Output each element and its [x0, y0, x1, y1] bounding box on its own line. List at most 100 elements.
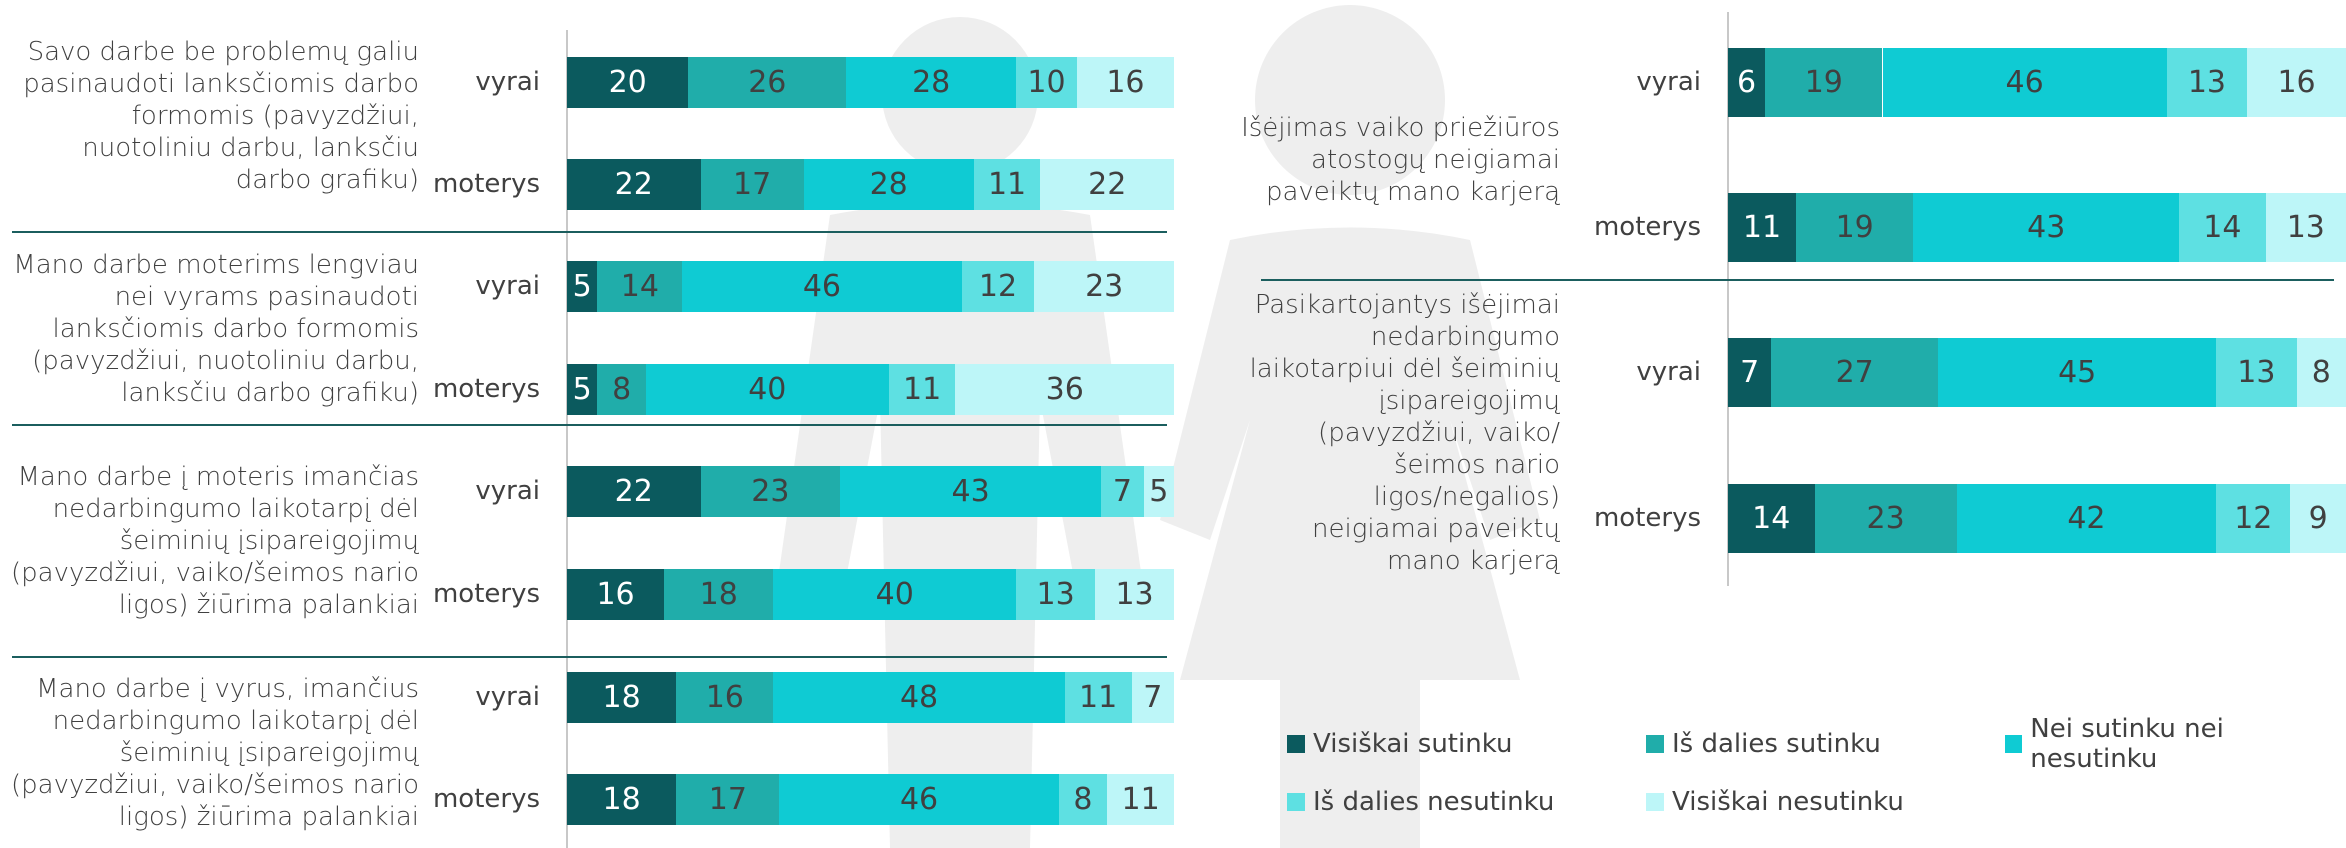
group-label: Savo darbe be problemų galiu pasinaudoti… [9, 0, 419, 232]
page: {"chart_data": [ {"type": "bar", "xlim":… [0, 0, 2346, 848]
bar-segment: 20 [567, 57, 688, 108]
value-label: 11 [1079, 680, 1117, 715]
legend-swatch [1287, 735, 1305, 753]
legend-swatch [1287, 793, 1305, 811]
bar-segment: 16 [1077, 57, 1174, 108]
axis-line [566, 30, 568, 848]
bar-segment: 13 [1095, 569, 1174, 620]
bar-segment: 22 [567, 466, 701, 517]
bar-segment: 22 [567, 159, 701, 210]
value-label: 46 [803, 269, 841, 304]
category-label: vyrai [380, 271, 540, 301]
legend-item: Iš dalies nesutinku [1287, 786, 1554, 818]
bar-segment: 16 [567, 569, 664, 620]
chart-area: Savo darbe be problemų galiu pasinaudoti… [0, 0, 2346, 848]
bar-segment: 5 [1144, 466, 1174, 517]
value-label: 5 [573, 372, 592, 407]
bar-segment: 43 [840, 466, 1101, 517]
bar-segment: 16 [676, 672, 773, 723]
bar-segment: 46 [779, 774, 1058, 825]
category-label: moterys [380, 374, 540, 404]
bar-segment: 14 [1728, 484, 1815, 553]
value-label: 28 [912, 65, 950, 100]
bar-segment: 42 [1957, 484, 2217, 553]
bar-segment: 18 [567, 774, 676, 825]
bar-segment: 12 [2216, 484, 2290, 553]
value-label: 27 [1836, 355, 1874, 390]
bar-segment: 18 [567, 672, 676, 723]
group-label: Mano darbe į vyrus, imančius nedarbingum… [9, 657, 419, 848]
bar-segment: 13 [1016, 569, 1095, 620]
value-label: 14 [2203, 210, 2241, 245]
value-label: 13 [2188, 65, 2226, 100]
value-label: 8 [612, 372, 631, 407]
value-label: 7 [1113, 474, 1132, 509]
bar-segment: 17 [701, 159, 804, 210]
bar-segment: 13 [2216, 338, 2296, 407]
bar-segment: 46 [682, 261, 961, 312]
legend-label: Iš dalies sutinku [1672, 729, 1881, 759]
bar-segment: 28 [804, 159, 974, 210]
bar-segment: 27 [1771, 338, 1938, 407]
value-label: 43 [952, 474, 990, 509]
value-label: 6 [1737, 65, 1756, 100]
value-label: 45 [2058, 355, 2096, 390]
value-label: 43 [2027, 210, 2065, 245]
value-label: 36 [1046, 372, 1084, 407]
value-label: 11 [988, 167, 1026, 202]
bar-segment: 11 [889, 364, 956, 415]
group-label: Išėjimas vaiko priežiūros atostogų neigi… [1240, 40, 1560, 280]
bar-segment: 10 [1016, 57, 1077, 108]
value-label: 18 [603, 680, 641, 715]
bar-segment: 5 [567, 261, 597, 312]
legend-item: Iš dalies sutinku [1646, 728, 1881, 760]
bar-segment: 23 [701, 466, 841, 517]
value-label: 20 [609, 65, 647, 100]
value-label: 12 [2234, 501, 2272, 536]
value-label: 40 [876, 577, 914, 612]
bar-segment: 8 [2297, 338, 2346, 407]
category-label: moterys [1541, 212, 1701, 242]
legend-swatch [1646, 793, 1664, 811]
legend-swatch [1646, 735, 1664, 753]
legend-label: Iš dalies nesutinku [1313, 787, 1554, 817]
legend-swatch [2005, 735, 2022, 753]
value-label: 18 [603, 782, 641, 817]
value-label: 9 [2309, 501, 2328, 536]
bar-segment: 8 [1059, 774, 1108, 825]
bar-segment: 46 [1883, 48, 2167, 117]
bar-segment: 19 [1796, 193, 1913, 262]
value-label: 13 [2237, 355, 2275, 390]
value-label: 16 [2277, 65, 2315, 100]
category-label: moterys [1541, 503, 1701, 533]
bar-segment: 6 [1728, 48, 1765, 117]
category-label: vyrai [1541, 357, 1701, 387]
value-label: 22 [615, 474, 653, 509]
legend-label: Visiškai nesutinku [1672, 787, 1904, 817]
bar-segment: 12 [962, 261, 1035, 312]
category-label: vyrai [1541, 67, 1701, 97]
value-label: 16 [596, 577, 634, 612]
value-label: 22 [1088, 167, 1126, 202]
category-label: moterys [380, 579, 540, 609]
value-label: 8 [1073, 782, 1092, 817]
legend-item: Nei sutinku nei nesutinku [2005, 728, 2346, 760]
bar-segment: 9 [2290, 484, 2346, 553]
bar-segment: 36 [955, 364, 1174, 415]
value-label: 18 [700, 577, 738, 612]
bar-segment: 48 [773, 672, 1064, 723]
legend-item: Visiškai nesutinku [1646, 786, 1904, 818]
legend-label: Nei sutinku nei nesutinku [2030, 714, 2346, 774]
value-label: 16 [1106, 65, 1144, 100]
bar-segment: 14 [597, 261, 682, 312]
category-label: moterys [380, 784, 540, 814]
value-label: 23 [751, 474, 789, 509]
bar-segment: 23 [1034, 261, 1174, 312]
bar-segment: 16 [2247, 48, 2346, 117]
value-label: 48 [900, 680, 938, 715]
category-label: vyrai [380, 67, 540, 97]
bar-segment: 11 [1728, 193, 1796, 262]
value-label: 17 [709, 782, 747, 817]
bar-segment: 11 [1107, 774, 1174, 825]
value-label: 22 [615, 167, 653, 202]
